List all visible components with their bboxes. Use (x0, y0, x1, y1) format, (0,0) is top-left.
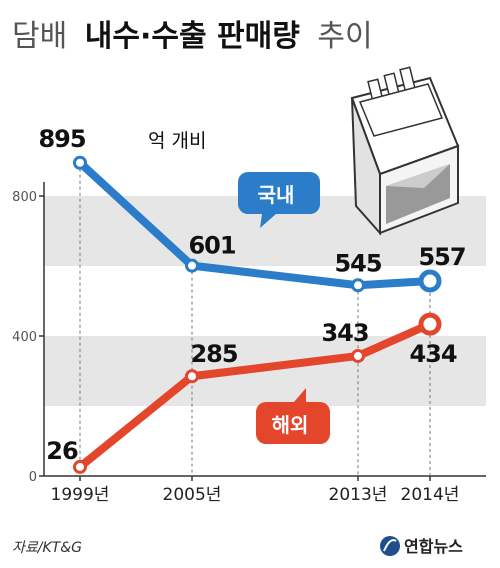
logo-text: 연합뉴스 (404, 537, 463, 556)
data-label: 545 (334, 249, 381, 277)
x-tick-label: 2005년 (163, 485, 222, 505)
x-tick-label: 2014년 (401, 485, 460, 505)
source-note: 자료/KT&G (12, 540, 82, 556)
data-label: 557 (418, 243, 465, 271)
data-point (185, 369, 199, 384)
data-point (418, 312, 442, 336)
legend-overseas: 해외 (256, 388, 330, 444)
legend-domestic: 국내 (238, 172, 320, 228)
data-label: 434 (409, 340, 456, 368)
data-label: 26 (46, 437, 78, 465)
series-layer (73, 155, 442, 474)
x-tick-label: 2013년 (329, 485, 388, 505)
data-point (73, 459, 87, 474)
legend-domestic-label: 국내 (258, 183, 295, 207)
series-line-1 (76, 320, 434, 471)
title-part-2: 내수·수출 판매량 (85, 19, 300, 54)
axes: 0 400 800 1999년 2005년 2013년 2014년 (12, 182, 486, 505)
y-tick-label: 800 (12, 190, 37, 205)
data-point (185, 258, 199, 273)
data-labels: 895 601 545 557 26 285 343 434 (38, 125, 466, 465)
data-point (351, 278, 365, 293)
legend-overseas-label: 해외 (272, 413, 309, 437)
data-point (73, 155, 87, 170)
data-point (418, 269, 442, 293)
yonhap-logo: 연합뉴스 (380, 536, 463, 556)
chart-title: 담배 내수·수출 판매량 추이 (12, 19, 373, 54)
x-tick-label: 1999년 (51, 485, 110, 505)
series-line-0 (76, 158, 434, 290)
y-tick-label: 0 (29, 470, 37, 485)
data-label: 895 (38, 125, 85, 153)
data-label: 601 (188, 232, 235, 260)
title-part-1: 담배 (12, 19, 67, 54)
data-label: 343 (321, 319, 368, 347)
cigarette-pack-icon (350, 66, 460, 236)
grid-bands (44, 196, 486, 406)
unit-annotation: 억 개비 (148, 130, 206, 152)
data-point (351, 348, 365, 363)
title-part-3: 추이 (317, 19, 372, 54)
data-label: 285 (190, 340, 237, 368)
y-tick-label: 400 (12, 330, 37, 345)
